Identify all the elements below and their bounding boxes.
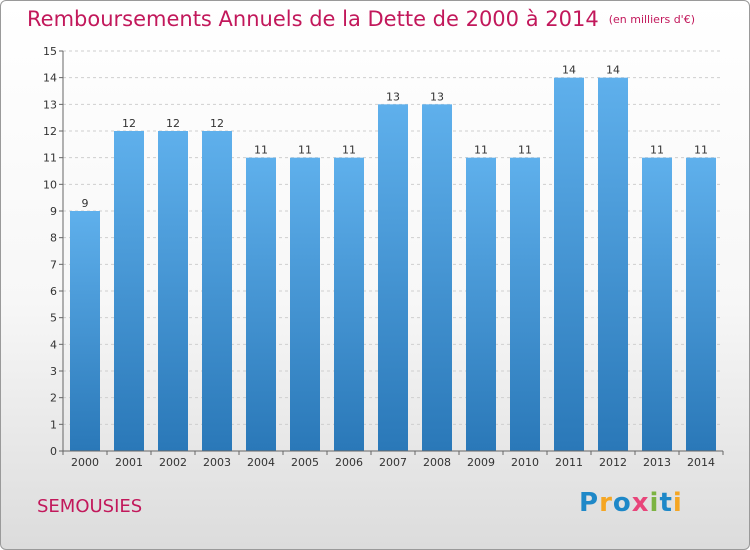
bar [598, 77, 628, 452]
logo-letter: P [579, 488, 600, 518]
y-tick-label: 6 [50, 285, 57, 298]
bar [158, 131, 188, 451]
data-label: 13 [386, 90, 400, 103]
logo-letter: x [631, 488, 650, 518]
y-tick-label: 11 [43, 152, 57, 165]
x-tick-label: 2004 [247, 456, 275, 469]
x-tick-label: 2012 [599, 456, 627, 469]
y-tick-label: 0 [50, 445, 57, 458]
proxiti-logo: Proxiti [579, 488, 683, 518]
bar [642, 157, 672, 451]
data-label: 12 [210, 117, 224, 130]
bar [686, 157, 716, 451]
bar [510, 157, 540, 451]
x-tick-label: 2009 [467, 456, 495, 469]
bar [378, 104, 408, 451]
bar [70, 211, 100, 451]
y-tick-label: 2 [50, 392, 57, 405]
y-tick-label: 10 [43, 178, 57, 191]
y-tick-label: 7 [50, 258, 57, 271]
y-tick-label: 1 [50, 418, 57, 431]
data-label: 11 [518, 144, 532, 157]
bar [334, 157, 364, 451]
y-tick-label: 5 [50, 312, 57, 325]
x-tick-label: 2007 [379, 456, 407, 469]
data-label: 9 [82, 197, 89, 210]
data-label: 11 [254, 144, 268, 157]
bar [466, 157, 496, 451]
x-tick-label: 2013 [643, 456, 671, 469]
bar [554, 77, 584, 452]
logo-letter: t [659, 488, 673, 518]
y-tick-label: 3 [50, 365, 57, 378]
logo-letter: r [599, 488, 613, 518]
logo-letter: o [612, 488, 632, 518]
bar [202, 131, 232, 451]
logo-letter: i [672, 488, 683, 518]
x-tick-label: 2014 [687, 456, 715, 469]
data-label: 14 [606, 64, 620, 77]
data-label: 11 [694, 144, 708, 157]
x-tick-label: 2003 [203, 456, 231, 469]
x-tick-label: 2005 [291, 456, 319, 469]
data-label: 11 [650, 144, 664, 157]
y-tick-label: 12 [43, 125, 57, 138]
y-tick-label: 15 [43, 45, 57, 58]
bars: 9 12 12 12 11 11 11 13 13 11 11 14 14 11 11 [70, 64, 716, 452]
y-tick-label: 9 [50, 205, 57, 218]
bar [114, 131, 144, 451]
x-tick-label: 2000 [71, 456, 99, 469]
data-label: 14 [562, 64, 576, 77]
data-label: 12 [166, 117, 180, 130]
y-tick-label: 8 [50, 232, 57, 245]
data-label: 11 [474, 144, 488, 157]
data-label: 11 [342, 144, 356, 157]
y-tick-label: 14 [43, 72, 57, 85]
logo-letter: i [649, 488, 660, 518]
data-label: 12 [122, 117, 136, 130]
x-tick-label: 2006 [335, 456, 363, 469]
bar [422, 104, 452, 451]
chart-title: Remboursements Annuels de la Dette de 20… [27, 7, 695, 31]
bar [290, 157, 320, 451]
data-label: 13 [430, 90, 444, 103]
x-tick-label: 2008 [423, 456, 451, 469]
x-tick-label: 2001 [115, 456, 143, 469]
title-text: Remboursements Annuels de la Dette de 20… [27, 7, 599, 31]
commune-name: SEMOUSIES [37, 496, 143, 517]
x-tick-label: 2002 [159, 456, 187, 469]
chart-unit: (en milliers d'€) [608, 13, 695, 26]
y-tick-label: 4 [50, 338, 57, 351]
x-tick-label: 2011 [555, 456, 583, 469]
y-tick-label: 13 [43, 98, 57, 111]
data-label: 11 [298, 144, 312, 157]
bar [246, 157, 276, 451]
x-tick-label: 2010 [511, 456, 539, 469]
